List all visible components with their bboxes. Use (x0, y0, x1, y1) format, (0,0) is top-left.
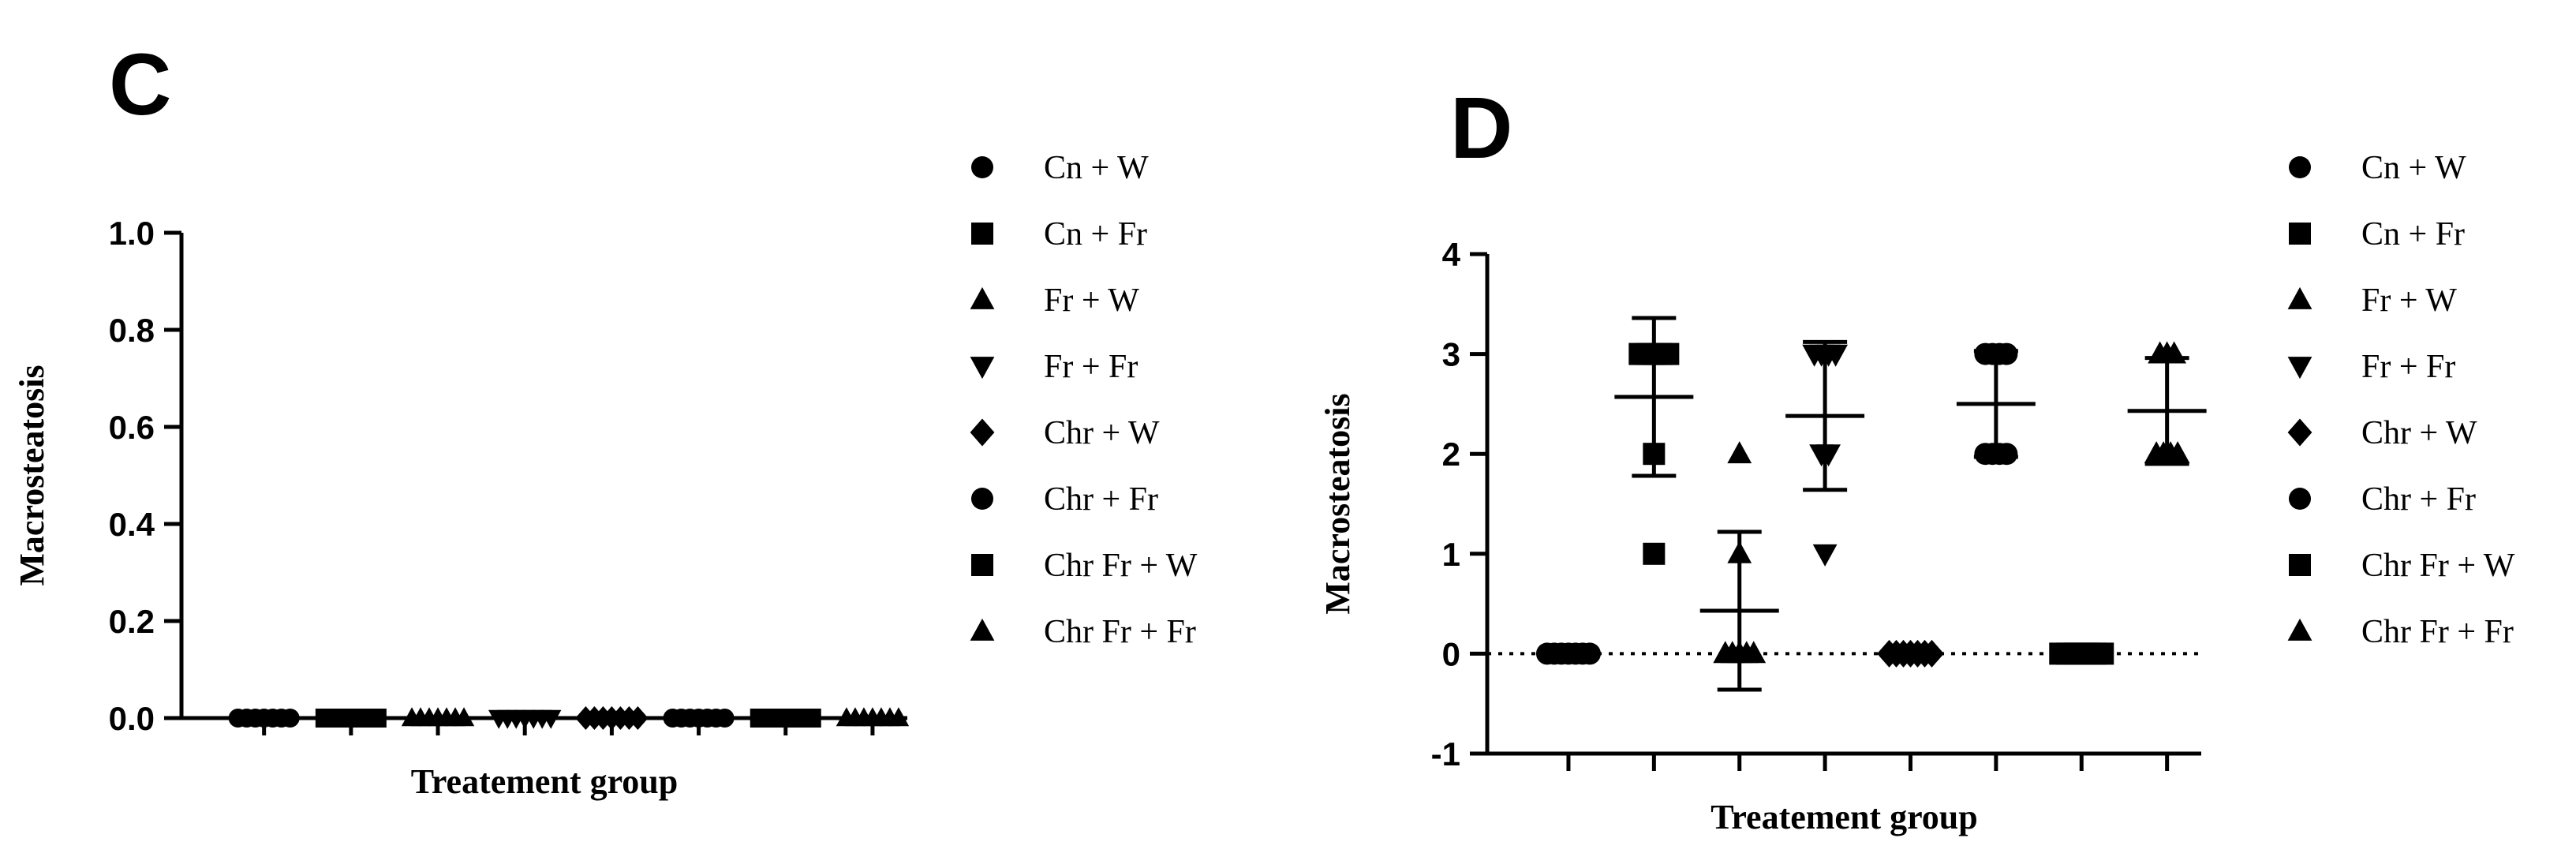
legend-marker (2287, 286, 2312, 309)
data-point (1578, 642, 1601, 665)
legend-marker (2287, 618, 2312, 641)
legend-entry: Cn + W (1044, 150, 1149, 186)
legend-entry: Chr + Fr (2361, 481, 2476, 518)
legend-marker (2287, 418, 2312, 447)
legend-entry: Fr + Fr (2361, 349, 2455, 385)
data-point (1816, 444, 1841, 467)
legend-marker (970, 286, 995, 309)
legend-marker (2289, 223, 2311, 245)
data-point (1812, 544, 1838, 567)
legend-entry: Cn + W (2361, 150, 2466, 186)
data-point (453, 707, 475, 727)
legend-marker (2289, 156, 2311, 178)
legend-marker (2289, 554, 2311, 576)
data-point (1920, 639, 1944, 668)
legend-entry: Chr Fr + W (1044, 548, 1198, 584)
legend-marker (2287, 357, 2312, 380)
y-tick-label: 0.0 (109, 700, 155, 737)
legend-entry: Chr Fr + Fr (2361, 614, 2514, 650)
legend-marker (2289, 488, 2311, 510)
legend-entry: Cn + Fr (1044, 216, 1147, 253)
legend-marker (970, 418, 995, 447)
y-tick-label: -1 (1431, 735, 1460, 773)
legend-entry: Cn + Fr (2361, 216, 2465, 253)
y-tick-label: 0.4 (109, 506, 155, 543)
data-point (280, 709, 300, 728)
y-axis-title: Macrosteatosis (13, 365, 51, 586)
panel-letter-d: D (1450, 80, 1512, 177)
x-axis-title: Treatement group (411, 762, 679, 801)
y-tick-label: 4 (1442, 236, 1461, 273)
data-point (2165, 441, 2190, 464)
legend-panel-d: Cn + W Cn + Fr Fr + W Fr + Fr Chr + W Chr + F… (2287, 150, 2515, 650)
legend-marker (971, 554, 993, 576)
data-point (1657, 342, 1680, 365)
data-point (367, 709, 387, 728)
data-point (1643, 542, 1666, 565)
data-point (1995, 342, 2018, 365)
data-point (715, 709, 735, 728)
legend-marker (971, 488, 993, 510)
panel-letter-c: C (109, 36, 171, 133)
chart-panel-d: -1 0 1 2 3 4 Treatement group Macrosteatosis (1318, 236, 2207, 836)
legend-entry: Chr Fr + Fr (1044, 614, 1196, 650)
legend-entry: Fr + W (1044, 282, 1139, 319)
y-tick-label: 1 (1442, 536, 1460, 573)
data-point (888, 707, 910, 727)
legend-entry: Chr + Fr (1044, 481, 1158, 518)
data-point (1727, 441, 1752, 464)
data-point (802, 709, 821, 728)
data-point (627, 706, 649, 730)
y-axis-title: Macrosteatosis (1318, 393, 1357, 614)
chart-panel-c: 0.0 0.2 0.4 0.6 0.8 1.0 Treatement group Macros… (13, 215, 910, 801)
legend-panel-c: Cn + W Cn + Fr Fr + W Fr + Fr Chr + W Chr + F… (970, 150, 1198, 650)
data-point (1823, 344, 1849, 367)
y-tick-label: 2 (1442, 436, 1460, 473)
legend-entry: Chr + W (1044, 415, 1160, 451)
y-tick-label: 3 (1442, 336, 1460, 373)
legend-entry: Fr + Fr (1044, 349, 1138, 385)
data-point (1741, 641, 1767, 664)
y-tick-label: 0.6 (109, 409, 155, 446)
y-tick-label: 0.8 (109, 312, 155, 349)
legend-entry: Fr + W (2361, 282, 2457, 319)
y-tick-label: 1.0 (109, 215, 155, 252)
legend-entry: Chr Fr + W (2361, 548, 2515, 584)
data-point (1995, 443, 2018, 466)
legend-entry: Chr + W (2361, 415, 2477, 451)
legend-marker (970, 357, 995, 380)
data-point (540, 709, 562, 729)
legend-marker (971, 156, 993, 178)
legend-marker (971, 223, 993, 245)
y-tick-label: 0 (1442, 635, 1460, 672)
data-point (2092, 642, 2114, 665)
y-tick-label: 0.2 (109, 603, 155, 640)
legend-marker (970, 618, 995, 641)
x-axis-title: Treatement group (1710, 798, 1978, 836)
